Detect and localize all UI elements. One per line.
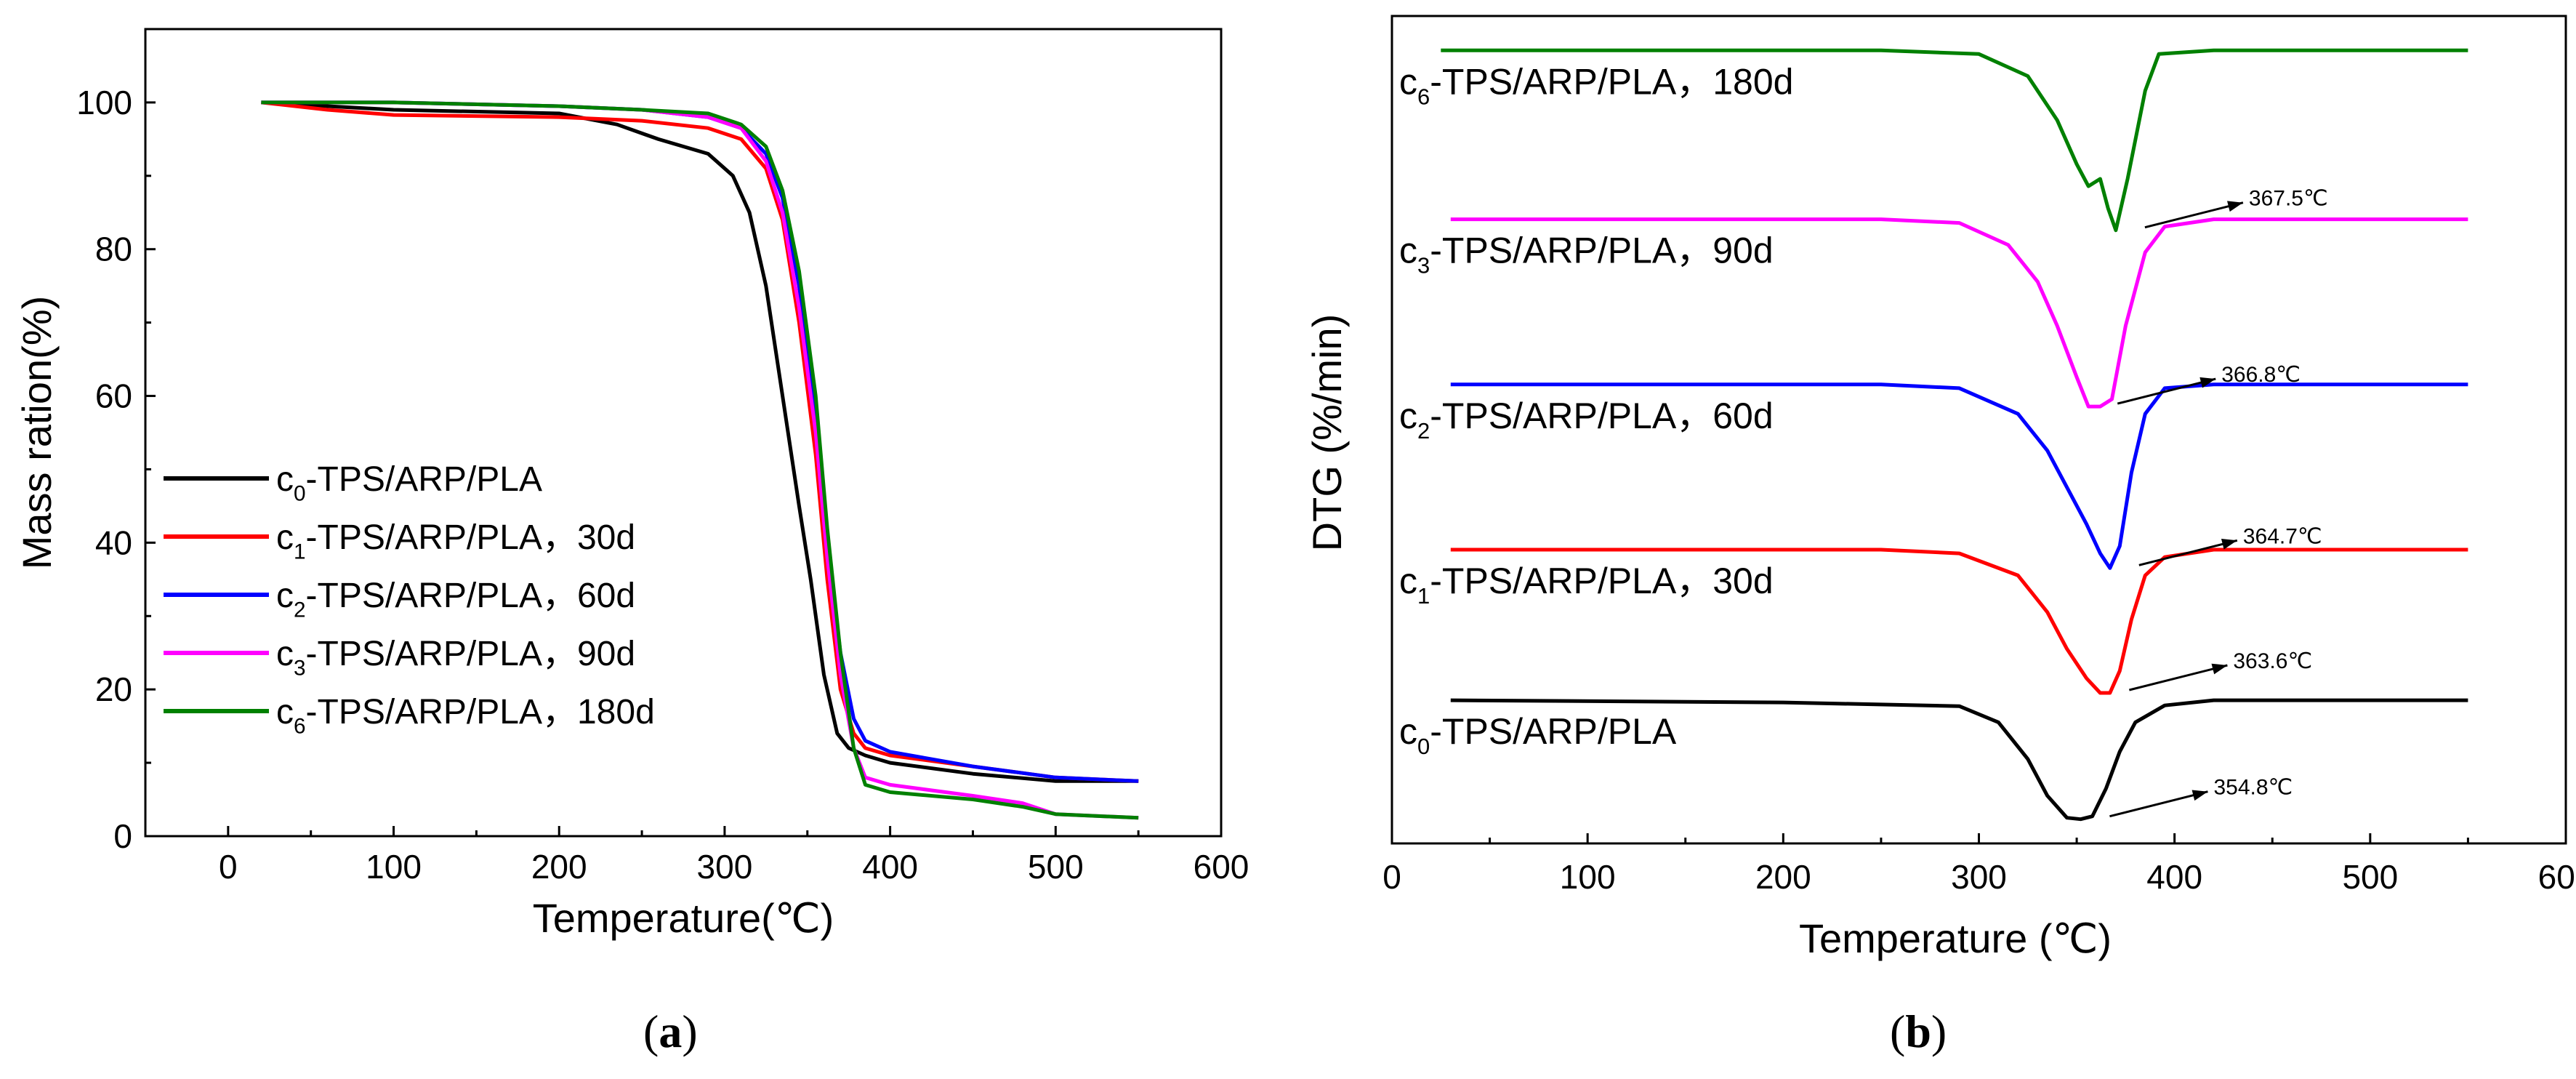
panel-b-peak-arrow-4 xyxy=(2144,201,2244,229)
panel-a-x-tick-label-2: 200 xyxy=(531,848,587,886)
panel-b-peak-arrowhead-3 xyxy=(2199,377,2216,388)
panel-a-y-tick-label-4: 80 xyxy=(95,230,132,268)
panel-a-chart: 0 100 200 300 400 500 600 0 20 40 60 80 100 c0-TPS/A… xyxy=(14,28,1249,1057)
panel-b-x-axis-label: Temperature (℃) xyxy=(1799,915,2112,961)
panel-a-y-tick-label-3: 60 xyxy=(95,377,132,415)
panel-a-plot-frame xyxy=(144,28,1223,838)
panel-b-chart: 0 100 200 300 400 500 600 c0-TPS/ARP/PLA 354.8℃… xyxy=(1304,15,2576,1057)
panel-b-peak-arrowhead-2 xyxy=(2221,539,2237,550)
panel-a-caption: (a) xyxy=(643,1006,698,1057)
panel-b-peak-arrowhead-1 xyxy=(2211,663,2228,675)
panel-a-x-tick-label-1: 100 xyxy=(366,848,422,886)
panel-a-series-line-0 xyxy=(261,100,1139,783)
panel-a-legend-label-4: c6-TPS/ARP/PLA，180d xyxy=(276,693,655,738)
panel-b-peak-label-1: 363.6℃ xyxy=(2233,649,2312,673)
panel-b-caption: (b) xyxy=(1890,1006,1947,1057)
panel-a-legend-label-1: c1-TPS/ARP/PLA，30d xyxy=(276,518,635,563)
panel-b-series-line-4 xyxy=(1441,48,2468,233)
panel-b-peak-label-0: 354.8℃ xyxy=(2213,776,2293,800)
panel-b-y-axis-label: DTG (%/min) xyxy=(1304,314,1350,552)
panel-b-peak-arrow-2 xyxy=(2138,539,2238,566)
panel-b-peak-arrow-3 xyxy=(2117,377,2216,405)
panel-a-y-tick-label-5: 100 xyxy=(76,84,132,121)
panel-a-legend-label-3: c3-TPS/ARP/PLA，90d xyxy=(276,635,635,680)
panel-a-x-tick-label-0: 0 xyxy=(219,848,238,886)
panel-a-letter: a xyxy=(659,1006,682,1057)
panel-a-x-tick-label-4: 400 xyxy=(862,848,918,886)
panel-b-peak-arrow-0 xyxy=(2109,790,2208,818)
panel-a-y-axis-label: Mass ration(%) xyxy=(14,296,60,570)
panel-b-x-tick-label-1: 100 xyxy=(1560,858,1616,896)
panel-a-series-group xyxy=(261,100,1139,820)
panel-b-peak-arrow-1 xyxy=(2129,664,2228,691)
panel-a-x-tick-label-6: 600 xyxy=(1194,848,1249,886)
panel-a-legend-label-0: c0-TPS/ARP/PLA xyxy=(276,460,542,505)
panel-b-x-tick-label-3: 300 xyxy=(1951,858,2007,896)
panel-b-series-line-1 xyxy=(1450,547,2468,695)
panel-b-peak-label-3: 366.8℃ xyxy=(2221,363,2301,387)
panel-b-x-tick-label-2: 200 xyxy=(1755,858,1811,896)
panel-b-curve-label-1: c1-TPS/ARP/PLA，30d xyxy=(1399,561,1774,609)
panel-b-peak-label-2: 364.7℃ xyxy=(2243,524,2322,548)
panel-b-letter: b xyxy=(1905,1006,1931,1057)
panel-b-x-tick-label-0: 0 xyxy=(1382,858,1401,896)
panel-b-series-group xyxy=(1441,48,2468,822)
panel-a-legend: c0-TPS/ARP/PLA c1-TPS/ARP/PLA，30d c2-TPS/A… xyxy=(164,460,655,738)
panel-b-curve-label-3: c3-TPS/ARP/PLA，90d xyxy=(1399,230,1774,278)
panel-a-x-tick-label-3: 300 xyxy=(697,848,753,886)
panel-a-y-tick-label-2: 40 xyxy=(95,524,132,561)
panel-b-peak-arrowhead-4 xyxy=(2227,201,2243,212)
panel-a-x-tick-label-5: 500 xyxy=(1028,848,1084,886)
panel-b-curve-labels: c0-TPS/ARP/PLA 354.8℃ c1-TPS/ARP/PLA，30d 36… xyxy=(1399,61,2328,818)
panel-a-legend-label-2: c2-TPS/ARP/PLA，60d xyxy=(276,577,635,622)
panel-b-curve-label-0: c0-TPS/ARP/PLA xyxy=(1399,711,1677,759)
panel-b-series-line-3 xyxy=(1450,217,2468,409)
panel-a-y-tick-label-1: 20 xyxy=(95,670,132,708)
panel-b-x-tick-label-5: 500 xyxy=(2342,858,2398,896)
panel-b-curve-label-4: c6-TPS/ARP/PLA，180d xyxy=(1399,61,1793,109)
panel-b-x-tick-label-4: 400 xyxy=(2146,858,2202,896)
panel-a-series-line-1 xyxy=(261,100,1139,783)
panel-a-series-line-2 xyxy=(261,100,1139,783)
panel-a-x-axis-label: Temperature(℃) xyxy=(533,895,834,941)
panel-a-y-tick-label-0: 0 xyxy=(113,817,132,855)
panel-a-series-line-4 xyxy=(261,100,1139,820)
panel-b-peak-arrowhead-0 xyxy=(2191,790,2208,801)
panel-b-series-line-2 xyxy=(1450,382,2468,570)
panel-b-peak-label-4: 367.5℃ xyxy=(2249,187,2328,211)
panel-b-curve-label-2: c2-TPS/ARP/PLA，60d xyxy=(1399,396,1774,444)
panel-b-x-tick-label-6: 600 xyxy=(2538,858,2576,896)
panel-b-series-line-0 xyxy=(1450,698,2468,822)
